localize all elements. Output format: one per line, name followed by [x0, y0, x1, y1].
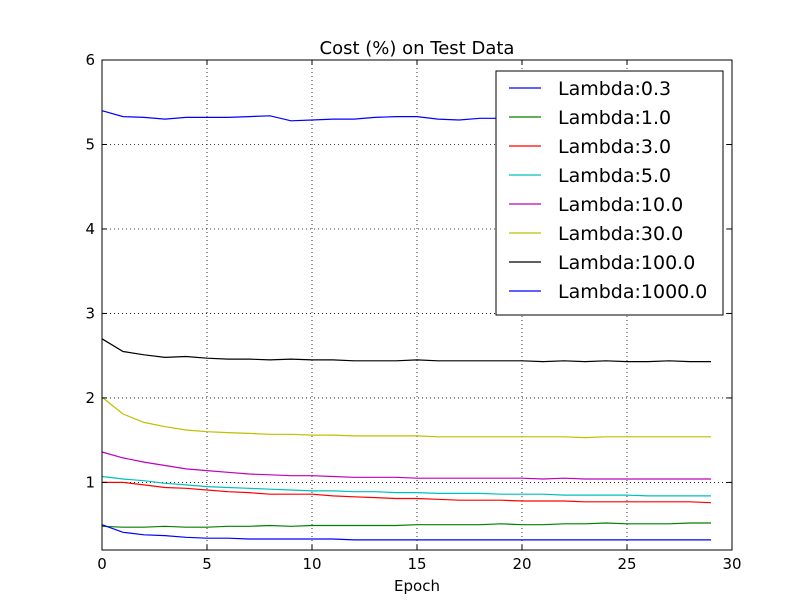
series-line-lambda-10-0: [101, 451, 711, 480]
series-line-lambda-1-0: [101, 522, 711, 528]
legend-entry-label: Lambda:10.0: [558, 194, 683, 216]
series-lines: [101, 110, 712, 541]
y-tick-label: 2: [85, 389, 95, 407]
legend-entry-label: Lambda:100.0: [558, 252, 695, 274]
x-tick-label: 25: [617, 555, 636, 573]
y-tick-label: 3: [85, 304, 95, 322]
legend-entry-label: Lambda:1000.0: [558, 281, 707, 303]
x-tick-label: 20: [512, 555, 531, 573]
chart-title: Cost (%) on Test Data: [320, 38, 515, 59]
x-axis-label: Epoch: [394, 577, 440, 595]
legend: Lambda:0.3 Lambda:1.0 Lambda:3.0 Lambda:5.0…: [495, 70, 724, 316]
legend-entry-label: Lambda:30.0: [558, 223, 683, 245]
legend-entry-label: Lambda:1.0: [558, 107, 671, 129]
x-tick-label: 10: [302, 555, 321, 573]
series-line-lambda-100-0: [101, 338, 711, 363]
legend-entry-label: Lambda:5.0: [558, 165, 671, 187]
y-tick-label: 4: [85, 220, 95, 238]
y-tick-label: 5: [85, 135, 95, 153]
y-tick-label: 6: [85, 51, 95, 69]
series-line-lambda-3-0: [102, 481, 712, 504]
series-line-lambda-5-0: [101, 475, 711, 497]
legend-box: [495, 70, 724, 316]
x-tick-label: 0: [97, 555, 107, 573]
x-tick-label: 30: [722, 555, 741, 573]
x-tick-label: 5: [202, 555, 212, 573]
series-line-lambda-30-0: [101, 396, 711, 439]
series-line-lambda-1000-0: [101, 524, 711, 541]
axis-ticks: 0 5 10 15 20 25 30 1 2 3 4 5 6: [85, 51, 741, 573]
x-tick-label: 15: [407, 555, 426, 573]
legend-entry-label: Lambda:0.3: [558, 78, 671, 100]
legend-entry-label: Lambda:3.0: [558, 136, 671, 158]
y-tick-label: 1: [85, 473, 95, 491]
